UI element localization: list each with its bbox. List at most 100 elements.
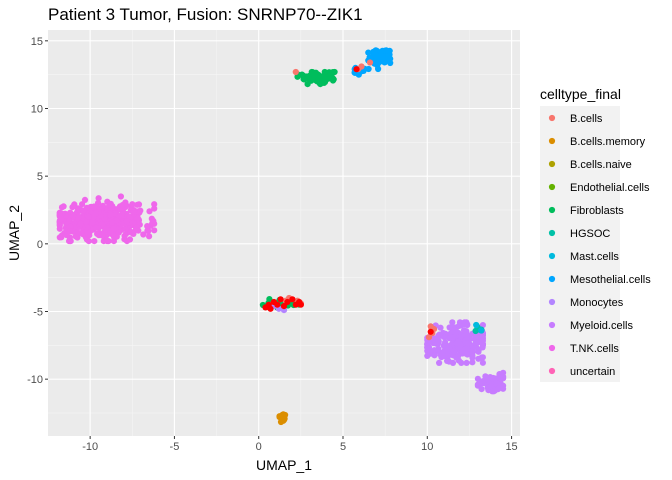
point-Fibroblasts	[311, 70, 318, 77]
point-Myeloid.cells	[466, 335, 474, 342]
legend-label: Fibroblasts	[570, 205, 624, 217]
point-Myeloid.cells	[441, 334, 448, 341]
point-Myeloid.cells	[451, 347, 458, 354]
point-Myeloid.cells	[424, 347, 431, 354]
legend-label: uncertain	[570, 366, 615, 378]
point-Mesothelial.cells	[382, 56, 389, 64]
point-Fibroblasts	[321, 68, 328, 76]
point-Myeloid.cells	[468, 348, 475, 355]
point-highlight	[277, 296, 284, 303]
point-T.NK.cells	[101, 215, 108, 222]
y-tick-label: 15	[31, 36, 43, 48]
point-T.NK.cells	[72, 233, 79, 240]
point-Myeloid.cells	[431, 352, 438, 359]
point-Myeloid.cells	[475, 348, 482, 355]
point-T.NK.cells	[140, 231, 147, 238]
point-T.NK.cells	[77, 220, 84, 227]
point-T.NK.cells	[135, 201, 143, 208]
legend-swatch	[548, 229, 556, 237]
point-highlight	[267, 305, 274, 312]
y-tick-label: 0	[37, 239, 43, 251]
point-T.NK.cells	[99, 232, 106, 239]
point-Mast.cells	[473, 321, 480, 329]
x-tick-label: 5	[340, 441, 346, 453]
point-Mast.cells	[478, 327, 485, 334]
point-T.NK.cells	[145, 227, 152, 235]
point-Myeloid.cells	[500, 369, 507, 376]
legend-items: B.cells B.cells.memory B.cells.naive Endoth…	[540, 106, 651, 382]
point-Myeloid.cells	[479, 335, 486, 342]
point-T.NK.cells	[56, 234, 63, 241]
legend-swatch	[548, 114, 556, 122]
point-Myeloid.cells	[446, 324, 453, 331]
point-Myeloid.cells	[469, 354, 476, 361]
point-Mesothelial.cells	[355, 71, 362, 78]
point-B.cells	[366, 59, 374, 66]
point-T.NK.cells	[121, 232, 128, 239]
point-highlight	[297, 301, 304, 308]
point-Myeloid.cells	[436, 331, 443, 338]
point-T.NK.cells	[81, 196, 89, 203]
point-highlight	[280, 303, 288, 310]
point-T.NK.cells	[117, 193, 124, 200]
point-T.NK.cells	[126, 236, 134, 243]
point-T.NK.cells	[146, 208, 153, 215]
point-T.NK.cells	[56, 225, 63, 232]
point-T.NK.cells	[58, 204, 66, 211]
point-T.NK.cells	[66, 238, 73, 245]
point-Fibroblasts	[298, 71, 306, 78]
point-highlight	[353, 66, 360, 73]
legend-swatch	[548, 344, 556, 352]
legend-swatch	[548, 206, 556, 214]
legend-label: B.cells.memory	[570, 136, 646, 148]
y-axis-title: UMAP_2	[6, 205, 22, 261]
point-T.NK.cells	[83, 224, 90, 231]
x-tick-label: 0	[256, 441, 262, 453]
point-T.NK.cells	[91, 238, 98, 245]
point-T.NK.cells	[83, 204, 90, 211]
point-Myeloid.cells	[449, 319, 456, 326]
point-Myeloid.cells	[479, 359, 486, 366]
point-Myeloid.cells	[446, 345, 453, 352]
point-Mesothelial.cells	[387, 59, 394, 67]
point-Myeloid.cells	[487, 383, 494, 390]
point-Myeloid.cells	[431, 347, 438, 354]
point-T.NK.cells	[78, 230, 85, 237]
point-Myeloid.cells	[485, 374, 492, 381]
point-Mesothelial.cells	[383, 47, 390, 54]
point-T.NK.cells	[58, 216, 65, 223]
chart-title: Patient 3 Tumor, Fusion: SNRNP70--ZIK1	[48, 5, 363, 24]
point-Myeloid.cells	[452, 329, 459, 336]
point-T.NK.cells	[151, 227, 158, 234]
point-highlight	[274, 301, 281, 308]
point-highlight	[284, 298, 291, 306]
point-highlight	[427, 328, 434, 335]
legend-label: Monocytes	[570, 297, 624, 309]
point-T.NK.cells	[115, 212, 123, 220]
y-tick-label: -5	[33, 306, 43, 318]
point-T.NK.cells	[151, 205, 158, 212]
point-T.NK.cells	[110, 225, 117, 232]
y-tick-label: -10	[27, 374, 43, 386]
legend-swatch	[548, 275, 556, 283]
legend-label: T.NK.cells	[570, 343, 619, 355]
x-axis: -10 -5 0 5 10 15	[82, 436, 518, 453]
point-Myeloid.cells	[463, 328, 470, 335]
point-Myeloid.cells	[463, 359, 470, 366]
legend-label: Myeloid.cells	[570, 320, 633, 332]
point-T.NK.cells	[119, 201, 126, 209]
point-T.NK.cells	[92, 210, 99, 217]
point-Myeloid.cells	[424, 352, 431, 359]
point-Myeloid.cells	[436, 359, 443, 366]
point-Fibroblasts	[315, 76, 322, 83]
point-B.cells	[358, 63, 365, 70]
point-Myeloid.cells	[474, 375, 481, 382]
point-Mesothelial.cells	[371, 50, 379, 57]
point-Mesothelial.cells	[365, 49, 372, 56]
legend-swatch	[548, 298, 556, 306]
point-Myeloid.cells	[456, 322, 463, 329]
legend-swatch	[548, 321, 556, 329]
data-points	[56, 47, 507, 426]
point-T.NK.cells	[137, 207, 144, 214]
